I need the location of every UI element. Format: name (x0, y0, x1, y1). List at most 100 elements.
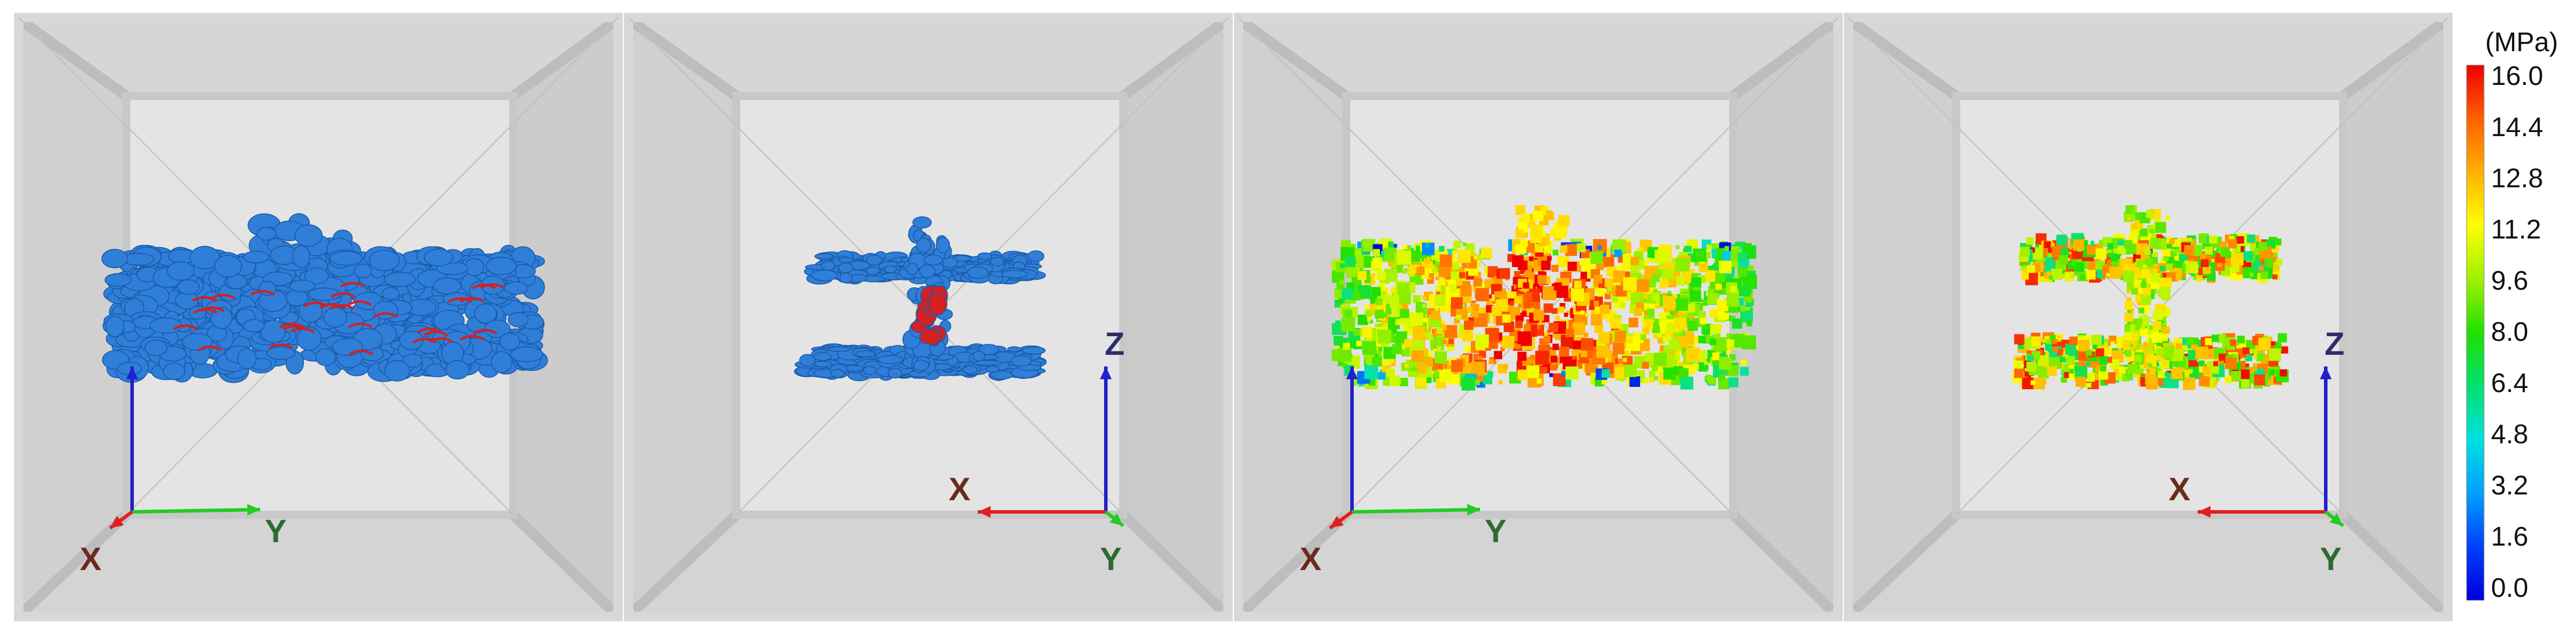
stress-element (2141, 325, 2145, 330)
stress-element (2184, 245, 2194, 255)
panel-3: YX (1234, 13, 1843, 621)
stress-element (1624, 364, 1637, 378)
stress-element (1364, 304, 1369, 309)
stress-element (1646, 290, 1651, 295)
stress-element (1413, 295, 1421, 304)
y-axis-arrow-head (1109, 513, 1123, 526)
stress-element (2272, 243, 2280, 250)
stress-element (1351, 291, 1361, 301)
stress-element (2211, 334, 2219, 342)
stress-element (2127, 364, 2137, 373)
stress-element (1645, 352, 1654, 361)
stress-element (1555, 226, 1567, 238)
particle (508, 312, 529, 327)
stress-element (1530, 225, 1542, 237)
crack-segment (303, 301, 328, 308)
stress-element (1624, 350, 1629, 355)
stress-element (1559, 245, 1567, 253)
stress-element (1425, 243, 1429, 248)
stress-element (2075, 376, 2086, 387)
stress-element (1565, 244, 1577, 257)
stress-element (1649, 371, 1656, 378)
stress-element (1517, 369, 1528, 380)
stress-element (1652, 365, 1658, 372)
stress-element (1591, 340, 1598, 347)
particle (919, 264, 936, 279)
stress-element (2124, 350, 2132, 357)
stress-element (1617, 358, 1623, 364)
stress-element (1564, 312, 1569, 317)
stress-element (2066, 355, 2075, 365)
stress-element (2139, 328, 2148, 336)
stress-element (2026, 361, 2036, 372)
stress-element (2143, 362, 2149, 368)
stress-element (1426, 333, 1434, 340)
colorbar-tick-label: 16.0 (2491, 60, 2543, 91)
stress-element (2018, 342, 2025, 350)
particle (243, 319, 265, 333)
crack-segment (473, 329, 498, 334)
stress-element (1487, 266, 1498, 277)
stress-element (1709, 339, 1716, 346)
stress-element (2110, 360, 2119, 369)
stress-element (2020, 247, 2030, 257)
stress-element (2248, 368, 2255, 373)
stress-element (1701, 365, 1707, 371)
particle (289, 279, 315, 293)
stress-element (1713, 337, 1727, 351)
stress-element (1615, 330, 1626, 342)
x-axis-arrow-head (2198, 506, 2210, 518)
stress-element (2266, 239, 2276, 249)
stress-element (2201, 259, 2209, 268)
stress-element (2139, 228, 2148, 237)
stress-element (1481, 247, 1492, 259)
stress-element (2107, 252, 2112, 257)
box-left-face (629, 17, 736, 617)
stress-element (2126, 290, 2131, 294)
particle (474, 303, 497, 324)
stress-element (2060, 376, 2067, 383)
stress-element (1537, 275, 1547, 284)
stress-element (1691, 277, 1702, 288)
stress-element (1708, 287, 1715, 294)
stress-element (1362, 238, 1375, 252)
stress-element (1434, 351, 1447, 364)
stress-element (1627, 338, 1633, 344)
particle (182, 333, 213, 351)
stress-element (1716, 299, 1729, 312)
stress-element (1417, 310, 1422, 315)
stress-element (1477, 254, 1484, 260)
stress-element (1372, 249, 1380, 257)
stress-element (1540, 366, 1548, 374)
stress-element (2198, 360, 2205, 366)
stress-element (1623, 358, 1627, 362)
stress-element (2091, 334, 2102, 345)
stress-element (1381, 251, 1385, 255)
stress-element (1608, 287, 1612, 291)
stress-element (1404, 364, 1409, 368)
stress-element (1449, 284, 1457, 292)
stress-element (1345, 310, 1353, 318)
stress-element (1684, 317, 1691, 323)
stress-element (2191, 245, 2203, 256)
stress-element (1696, 251, 1704, 259)
box-inner-frame (732, 92, 1127, 519)
stress-element (1386, 368, 1395, 377)
box-right-face (2343, 17, 2448, 617)
stress-element (2275, 275, 2280, 280)
axis-triad: YX (1300, 366, 1506, 577)
stress-element (1461, 376, 1475, 391)
x-axis-arrow-head (978, 506, 991, 518)
stress-element (1526, 365, 1539, 379)
stress-element (2155, 362, 2159, 367)
box-edge (20, 511, 130, 615)
particle (1027, 250, 1045, 262)
stress-element (1602, 252, 1607, 257)
stress-element (1435, 297, 1440, 302)
stress-element (1580, 350, 1588, 358)
stress-element (1488, 359, 1494, 365)
stress-element (2244, 252, 2251, 259)
stress-element (1667, 279, 1675, 286)
stress-element (1704, 251, 1711, 259)
